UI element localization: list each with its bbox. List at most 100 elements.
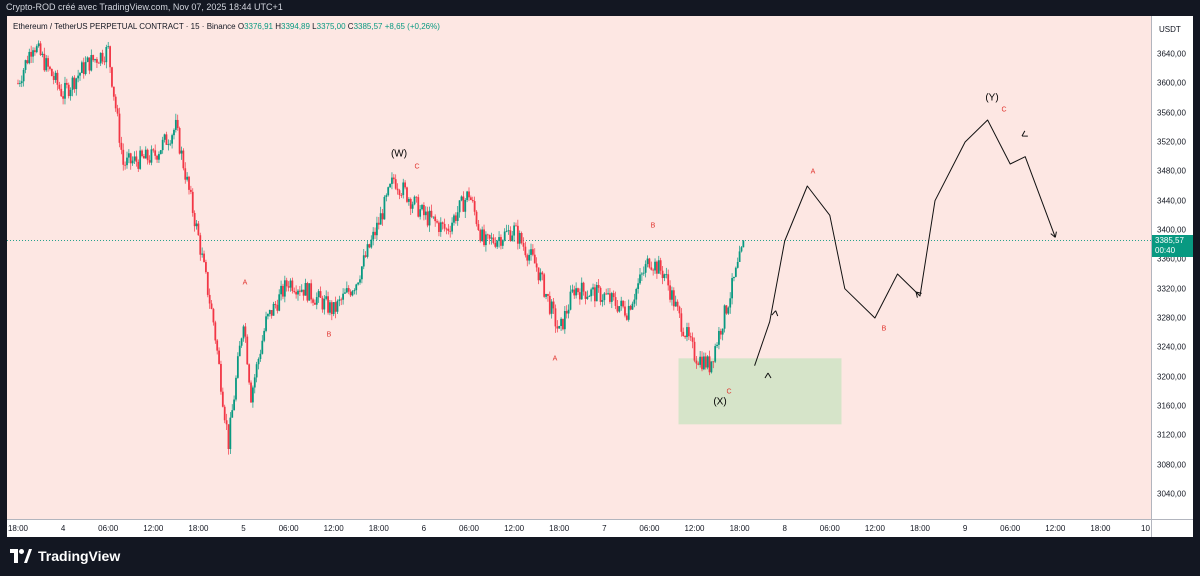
candle-body — [275, 304, 277, 305]
candle-body — [523, 243, 525, 247]
candle-body — [626, 316, 628, 320]
candle-body — [624, 307, 626, 316]
candle-body — [524, 247, 526, 256]
candle-body — [269, 310, 271, 314]
high-value: 3394,89 — [281, 22, 310, 31]
candle-body — [568, 310, 570, 314]
candle-body — [742, 241, 744, 248]
candle-body — [38, 43, 40, 46]
candle-body — [586, 297, 588, 299]
candle-body — [19, 83, 21, 84]
candle-body — [399, 190, 401, 195]
candle-body — [500, 237, 502, 246]
candle-body — [214, 322, 216, 340]
candle-body — [555, 308, 557, 326]
candle-body — [218, 351, 220, 364]
candle-body — [455, 215, 457, 221]
candle-body — [603, 294, 605, 301]
candle-body — [92, 55, 94, 60]
candle-body — [680, 313, 682, 331]
candle-body — [282, 286, 284, 297]
time-tick-label: 06:00 — [279, 524, 299, 533]
candle-body — [571, 290, 573, 292]
candle-body — [575, 288, 577, 295]
candle-body — [602, 300, 604, 302]
candle-body — [154, 150, 156, 155]
candle-body — [239, 346, 241, 356]
price-tick-label: 3240,00 — [1157, 343, 1186, 352]
candle-body — [235, 378, 237, 400]
candle-body — [722, 329, 724, 335]
time-tick-label: 18:00 — [549, 524, 569, 533]
candle-body — [470, 197, 472, 200]
candle-body — [109, 46, 111, 67]
candle-body — [384, 197, 386, 219]
candle-body — [496, 241, 498, 247]
time-tick-label: 06:00 — [1000, 524, 1020, 533]
candle-body — [297, 291, 299, 295]
candle-body — [664, 274, 666, 278]
chart-plot-area[interactable]: Ethereum / TetherUS PERPETUAL CONTRACT ·… — [7, 16, 1151, 519]
candle-body — [87, 57, 89, 61]
time-tick-label: 06:00 — [820, 524, 840, 533]
candle-body — [711, 361, 713, 372]
time-axis[interactable]: 18:00 4 06:00 12:00 18:00 5 06:00 12:00 18:00 6 06… — [7, 519, 1151, 537]
candle-body — [205, 262, 207, 272]
price-tick-label: 3080,00 — [1157, 460, 1186, 469]
candle-body — [216, 340, 218, 350]
candle-body — [598, 285, 600, 288]
time-tick-label: 18:00 — [188, 524, 208, 533]
candle-body — [333, 302, 335, 314]
candle-body — [301, 290, 303, 292]
candle-body — [660, 260, 662, 270]
candle-body — [113, 87, 115, 97]
candle-body — [222, 392, 224, 407]
candle-body — [395, 179, 397, 188]
candle-body — [134, 156, 136, 160]
candle-body — [573, 290, 575, 296]
support-zone — [679, 358, 842, 424]
candle-body — [476, 212, 478, 224]
candle-body — [504, 232, 506, 241]
candle-body — [199, 235, 201, 254]
candle-body — [737, 262, 739, 268]
price-tick-label: 3200,00 — [1157, 372, 1186, 381]
chart-svg[interactable] — [7, 16, 1151, 519]
candle-body — [530, 249, 532, 255]
candle-body — [79, 73, 81, 76]
candle-body — [649, 259, 651, 268]
candle-body — [28, 52, 30, 63]
candle-body — [716, 345, 718, 346]
candle-body — [66, 83, 68, 85]
price-tick-label: 3600,00 — [1157, 79, 1186, 88]
candle-body — [421, 205, 423, 209]
candle-body — [556, 326, 558, 328]
candle-body — [81, 62, 83, 73]
candle-body — [376, 223, 378, 235]
price-tick-label: 3160,00 — [1157, 402, 1186, 411]
candle-body — [344, 292, 346, 293]
close-value: 3385,57 — [354, 22, 383, 31]
price-axis[interactable]: USDT 3640,00 3600,00 3560,00 3520,00 3480,00… — [1151, 16, 1193, 519]
wave-a1-label: A — [243, 280, 248, 287]
candle-body — [322, 298, 324, 310]
candle-body — [104, 61, 106, 62]
candle-body — [299, 291, 301, 292]
candle-body — [690, 336, 692, 337]
price-tick-label: 3120,00 — [1157, 431, 1186, 440]
candle-body — [175, 120, 177, 130]
time-tick-label: 6 — [422, 524, 426, 533]
candle-body — [55, 73, 57, 80]
projection-path — [755, 120, 1056, 366]
candle-body — [273, 304, 275, 316]
candle-body — [233, 400, 235, 411]
candle-body — [639, 274, 641, 283]
candle-body — [143, 156, 145, 158]
candle-body — [361, 266, 363, 279]
time-tick-label: 18:00 — [910, 524, 930, 533]
candle-body — [650, 267, 652, 269]
candle-body — [741, 247, 743, 251]
candle-body — [566, 311, 568, 314]
candle-body — [147, 150, 149, 160]
candle-body — [135, 156, 137, 161]
